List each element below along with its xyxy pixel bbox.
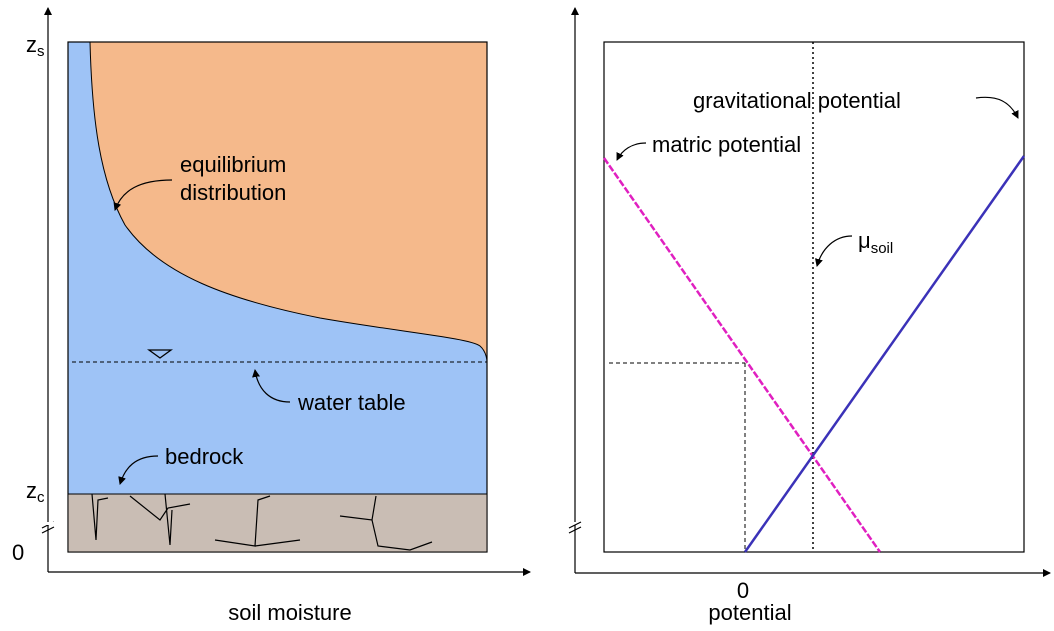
label-sub: c: [37, 489, 45, 506]
gravitational-potential-line: [743, 155, 1026, 553]
axis-break-gap: [567, 522, 583, 525]
x-axis-label: potential: [708, 600, 791, 625]
arrow: [118, 455, 159, 485]
annotation: matric potential: [652, 132, 801, 157]
right-panel: gravitational potential matric potential…: [567, 7, 1051, 625]
label-sub: s: [37, 43, 45, 60]
annotation: bedrock: [165, 444, 244, 469]
annotation-mu-soil: μsoil: [858, 228, 893, 257]
matric-potential-line: [602, 157, 882, 553]
label-main: μ: [858, 228, 871, 253]
label-sub: soil: [871, 240, 894, 257]
panel-box: [603, 41, 1025, 553]
label-main: z: [26, 32, 37, 57]
annotation: equilibrium: [180, 152, 286, 177]
x-axis-label: soil moisture: [228, 600, 351, 625]
annotation: gravitational potential: [693, 88, 901, 113]
x-tick-label: 0: [737, 578, 749, 603]
arrow: [975, 96, 1019, 119]
y-label-zs: zs: [26, 32, 45, 60]
arrow: [252, 369, 291, 403]
bedrock-cracks: [91, 493, 433, 551]
water-table-symbol: [147, 349, 173, 359]
y-label-zero: 0: [12, 540, 24, 565]
arrow: [815, 235, 853, 267]
bedrock-layer: [67, 493, 488, 553]
annotation: water table: [297, 390, 406, 415]
axis-break: [568, 521, 582, 534]
left-panel: zs zc 0 equilibrium distribution water t…: [12, 7, 531, 625]
y-label-zc: zc: [26, 478, 45, 506]
arrow: [616, 142, 647, 161]
axis-break-gap: [40, 522, 56, 525]
annotation: distribution: [180, 180, 286, 205]
label-main: z: [26, 478, 37, 503]
arrow: [113, 179, 173, 211]
dry-region: [89, 41, 488, 363]
